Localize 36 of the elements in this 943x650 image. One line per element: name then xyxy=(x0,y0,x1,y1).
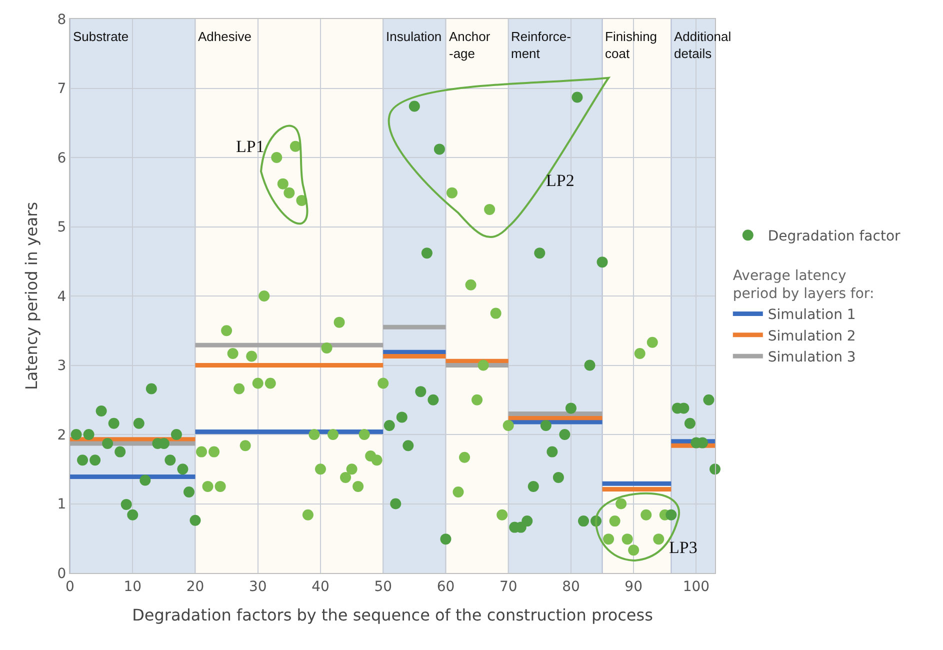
x-tick-label: 100 xyxy=(682,578,710,595)
x-axis-title: Degradation factors by the sequence of the construction process xyxy=(132,606,653,624)
band-label: Reinforce- ment xyxy=(511,29,571,61)
y-tick-label: 8 xyxy=(57,12,66,28)
annotation: LP1 xyxy=(236,137,264,156)
annotation: LP3 xyxy=(669,538,698,557)
x-tick-label: 80 xyxy=(562,578,580,595)
legend-title: Average latency period by layers for: xyxy=(732,268,874,302)
legend-label: Simulation 2 xyxy=(768,328,856,344)
band-label: Anchor -age xyxy=(449,29,491,61)
legend-label: Simulation 3 xyxy=(768,350,856,366)
x-tick-label: 20 xyxy=(186,578,204,595)
legend-label: Simulation 1 xyxy=(768,307,856,324)
y-tick-label: 1 xyxy=(57,496,66,513)
x-tick-label: 40 xyxy=(312,578,330,595)
y-tick-label: 4 xyxy=(57,288,66,305)
y-axis-title: Latency period in years xyxy=(22,202,42,390)
band-label: Substrate xyxy=(73,29,129,44)
x-tick-label: 60 xyxy=(436,578,455,595)
x-tick-label: 70 xyxy=(499,578,518,595)
y-tick-label: 3 xyxy=(57,358,66,374)
x-tick-label: 50 xyxy=(374,578,392,595)
y-tick-label: 6 xyxy=(57,150,66,166)
legend-label: Degradation factor xyxy=(768,228,901,245)
x-tick-label: 90 xyxy=(624,578,643,595)
x-tick-label: 30 xyxy=(248,578,267,595)
x-tick-label: 10 xyxy=(124,578,142,595)
y-tick-label: 5 xyxy=(57,220,66,236)
annotation: LP2 xyxy=(546,171,574,190)
band-label: Additional details xyxy=(674,29,732,61)
y-tick-label: 2 xyxy=(57,427,66,444)
band-label: Adhesive xyxy=(198,29,252,44)
y-tick-label: 7 xyxy=(57,81,66,98)
band-label: Insulation xyxy=(386,29,442,44)
y-tick-label: 0 xyxy=(57,566,66,582)
band-label: Finishing coat xyxy=(605,29,658,61)
